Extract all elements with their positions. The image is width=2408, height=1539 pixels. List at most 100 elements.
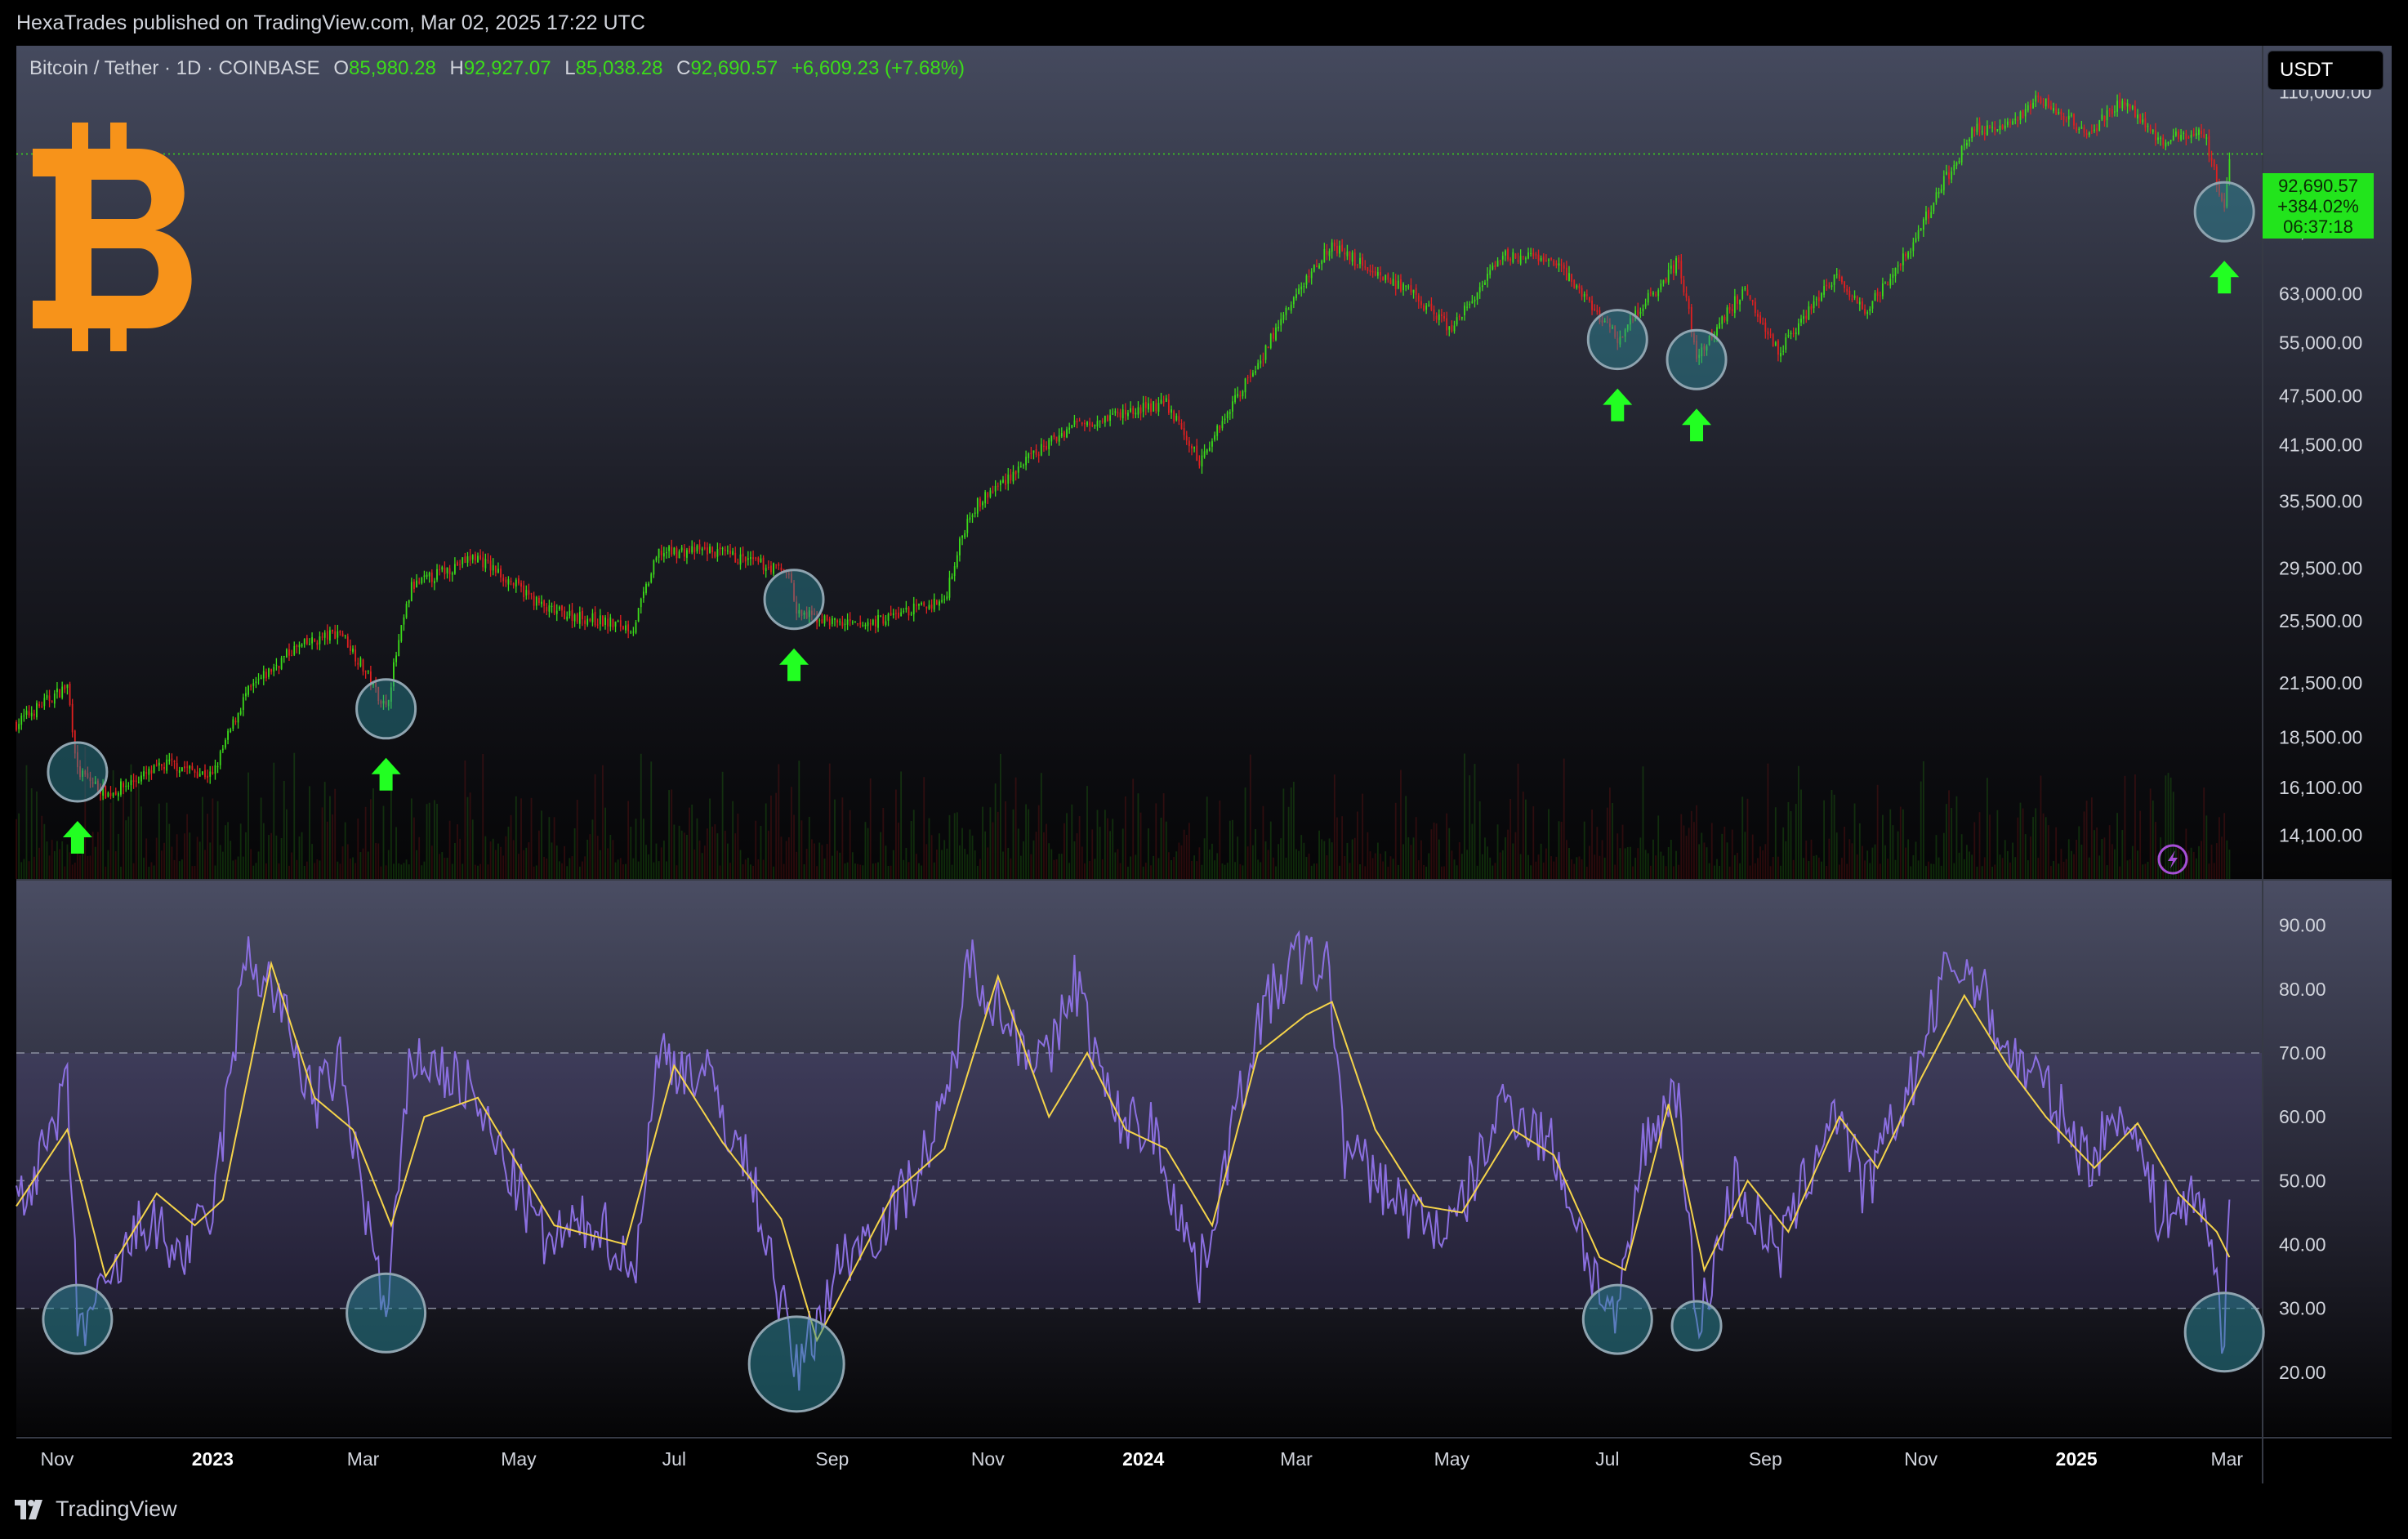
volume-bar [112, 770, 114, 879]
volume-bar [1817, 857, 1820, 879]
candle-body [959, 538, 961, 555]
rsi-low-circle [2183, 1291, 2265, 1373]
volume-bar [1374, 853, 1376, 879]
volume-bar [566, 866, 569, 879]
volume-bar [1249, 754, 1251, 879]
tradingview-logo[interactable]: TradingView [15, 1497, 177, 1522]
candle-body [1698, 355, 1701, 358]
volume-bar [1915, 841, 1917, 879]
volume-bar [1759, 846, 1761, 879]
candle-body [255, 681, 257, 684]
volume-bar [1599, 855, 1601, 879]
candle-body [1933, 202, 1935, 212]
low-circle [763, 569, 825, 631]
candle-body [1948, 172, 1950, 179]
lightning-icon[interactable] [2157, 844, 2188, 875]
candle-body [750, 557, 751, 560]
candle-body [405, 604, 408, 618]
volume-bar [464, 760, 466, 879]
volume-bar [1505, 836, 1506, 879]
volume-bar [1275, 866, 1277, 879]
volume-bar [178, 861, 181, 879]
candle-body [602, 615, 604, 627]
volume-bar [1899, 806, 1902, 879]
candle-body [778, 564, 780, 566]
volume-bar [1458, 841, 1460, 879]
volume-bar [323, 782, 326, 879]
candle-body [857, 623, 858, 625]
volume-bar [332, 814, 333, 879]
volume-bar [859, 864, 862, 879]
candle-body [773, 563, 774, 574]
rsi-tick-label: 80.00 [2279, 979, 2326, 1000]
volume-bar [1591, 809, 1593, 879]
volume-bar [145, 838, 148, 879]
ohlc-legend[interactable]: Bitcoin / Tether · 1D · COINBASE O85,980… [29, 57, 965, 80]
candle-body [1211, 441, 1213, 447]
candle-body [393, 662, 395, 687]
volume-bar [1096, 810, 1099, 879]
volume-bar [2060, 849, 2062, 879]
volume-bar [364, 806, 367, 879]
symbol-label[interactable]: Bitcoin / Tether · 1D · COINBASE [29, 57, 320, 79]
volume-bar [1417, 860, 1420, 879]
candle-body [280, 658, 283, 669]
volume-bar [1693, 822, 1695, 879]
volume-bar [2062, 861, 2065, 879]
candle-body [1935, 192, 1938, 203]
volume-bar [596, 836, 599, 879]
volume-bar [783, 863, 785, 879]
volume-bar [1014, 777, 1017, 879]
candle-body [2129, 104, 2131, 109]
rsi-tick-label: 40.00 [2279, 1234, 2326, 1256]
candle-body [239, 711, 242, 715]
volume-bar [775, 792, 778, 879]
candle-body [446, 567, 448, 573]
candle-body [181, 767, 183, 772]
volume-bar [2144, 863, 2147, 879]
candle-body [1920, 228, 1922, 230]
currency-selector[interactable]: USDT [2268, 51, 2383, 90]
candle-body [1316, 265, 1318, 268]
candle-body [1673, 265, 1674, 274]
candle-body [1160, 399, 1162, 404]
price-tick-label: 35,500.00 [2279, 491, 2362, 512]
candle-body [1805, 315, 1808, 319]
volume-bar [537, 830, 540, 879]
volume-bar [1175, 851, 1178, 879]
volume-bar [1489, 857, 1492, 879]
volume-bar [1892, 825, 1894, 879]
up-arrow-icon [1603, 388, 1633, 422]
candle-body [64, 685, 66, 690]
volume-bar [930, 835, 933, 879]
candle-body [992, 491, 994, 493]
time-axis[interactable]: Nov 2023 Mar May Jul Sep Nov 2024 Mar May Jul Sep No… [40, 1448, 2243, 1470]
price-axis[interactable]: 110,000.0075,000.0063,000.0055,000.0047,… [2279, 82, 2371, 846]
volume-bar [1922, 761, 1924, 879]
candle-body [515, 579, 517, 587]
candle-body [1688, 298, 1690, 310]
volume-bar [1690, 810, 1692, 879]
volume-bar [969, 829, 971, 879]
candle-body [1777, 340, 1779, 355]
candle-body [1474, 299, 1476, 302]
candle-body [1746, 289, 1749, 296]
candle-body [525, 589, 528, 596]
candle-body [576, 614, 578, 622]
candle-body [596, 624, 599, 626]
volume-bar [814, 843, 815, 879]
candle-body [2101, 114, 2103, 120]
time-tick-label: Mar [1280, 1448, 1313, 1470]
rsi-tick-label: 20.00 [2279, 1362, 2326, 1383]
rsi-tick-label: 90.00 [2279, 915, 2326, 936]
volume-bar [1726, 842, 1728, 879]
volume-bar [1364, 866, 1367, 879]
volume-bar [1612, 803, 1613, 879]
volume-bar [1224, 864, 1226, 879]
candle-body [1512, 252, 1514, 263]
volume-bar [1710, 823, 1713, 879]
volume-bar [2183, 864, 2185, 879]
volume-bar [1555, 856, 1558, 879]
